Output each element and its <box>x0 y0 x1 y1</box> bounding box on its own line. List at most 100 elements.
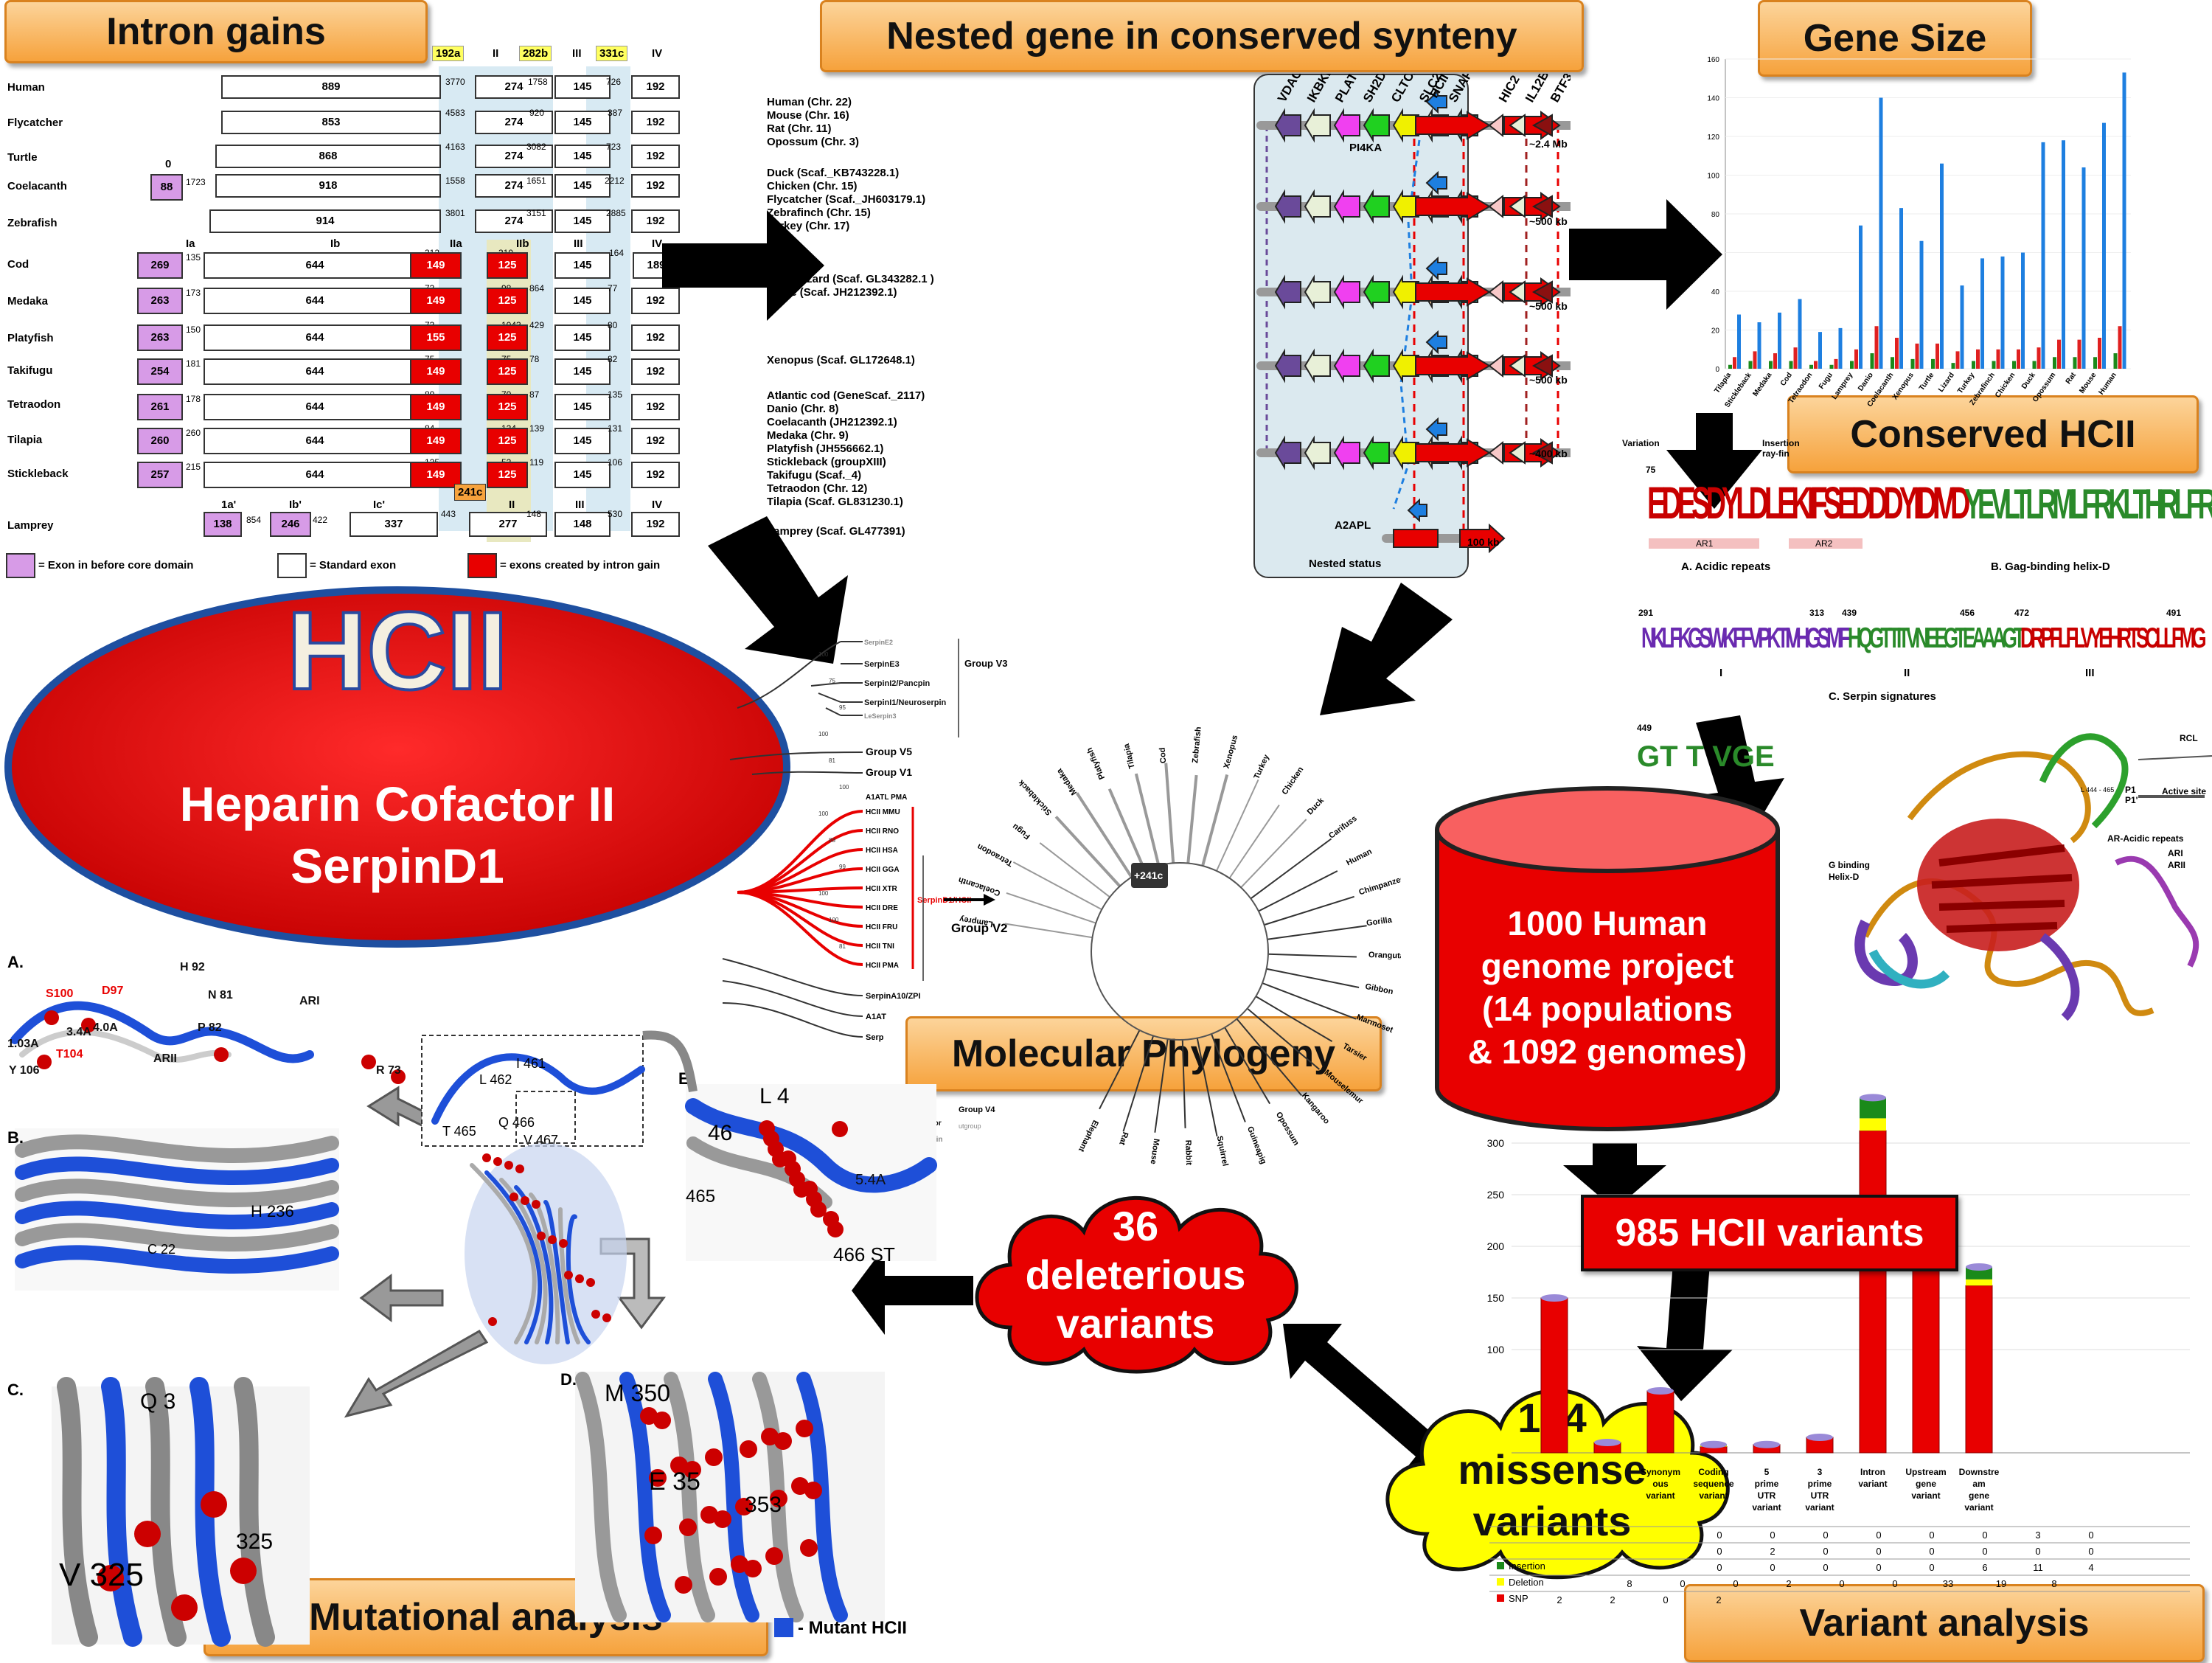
hcii-taxon: HCII GGA <box>866 866 900 874</box>
gene-size-bar <box>2113 353 2118 369</box>
arrow-down-left <box>708 516 848 664</box>
exon: 192 <box>631 512 680 537</box>
radial-branch <box>1255 996 1333 1043</box>
radial-taxon: Kangaroo <box>1300 1091 1331 1126</box>
radial-branch <box>1211 1033 1246 1122</box>
y-tick: 100 <box>1487 1344 1505 1355</box>
exon-before-core: 263 <box>137 288 183 314</box>
ribbon <box>15 1201 339 1229</box>
radial-taxon: Tetraodon <box>975 841 1015 868</box>
gene-arrow <box>1509 280 1526 304</box>
exon-before-core: 88 <box>150 174 183 201</box>
gene-arrow <box>1304 274 1331 310</box>
bar-cap <box>1594 1439 1621 1446</box>
exon: 918 <box>215 174 441 198</box>
gene-size-bar <box>2073 357 2077 369</box>
taxon-label: Serp <box>866 1033 884 1042</box>
gene-size-bar <box>2118 326 2122 369</box>
atom <box>740 1440 757 1458</box>
exon-intron-gain: 125 <box>487 394 528 420</box>
tree-branch <box>722 1002 863 1038</box>
lbl-III: III <box>574 237 583 250</box>
lbl-III: III <box>572 47 582 60</box>
ribbon <box>19 1029 232 1063</box>
gene-size-bar <box>1899 208 1903 369</box>
table-cell: 0 <box>1770 1530 1775 1541</box>
bootstrap: 100 <box>839 784 849 791</box>
gene-size-bar <box>2057 339 2061 369</box>
deleterious-cloud: 36 deleterious variants <box>959 1173 1312 1379</box>
lbl-1a-prime: 1a' <box>221 499 237 511</box>
table-cell: 0 <box>1929 1546 1934 1557</box>
intron-len: 3770 <box>445 77 465 87</box>
table-cell: 0 <box>1680 1578 1685 1589</box>
radial-branch <box>1099 1030 1141 1110</box>
category-label: Human <box>2097 371 2118 396</box>
gene-size-bar <box>1789 361 1793 369</box>
synteny-species: Human (Chr. 22) <box>767 96 852 108</box>
synteny-species: Flycatcher (Scaf._JH603179.1) <box>767 193 926 206</box>
radial-taxon: Medaka <box>1055 766 1079 796</box>
intron-len: 1558 <box>445 176 465 186</box>
exon: 145 <box>554 75 611 99</box>
lbl-II: II <box>493 47 499 60</box>
hcii-taxon: HCII DRE <box>866 904 898 912</box>
panel-b-label: B. <box>7 1128 24 1147</box>
gene-size-bar <box>2032 361 2037 369</box>
exon: 274 <box>475 209 553 233</box>
gene-arrow <box>1392 274 1419 310</box>
gene-arrow <box>1304 348 1331 383</box>
logo-sig-2: HQGTTITVNEEGTEAAAGT <box>1848 621 2025 654</box>
hcii-arrow <box>1425 417 1447 442</box>
gene-size-bar <box>1753 351 1757 369</box>
gene-size-bar <box>2021 252 2025 369</box>
intron-len: 854 <box>246 515 262 525</box>
arrow-down-conserved <box>1666 413 1762 509</box>
ribbon <box>101 1377 142 1647</box>
intron-len: 135 <box>186 252 201 263</box>
ribbon <box>234 1377 275 1647</box>
atom <box>537 1232 546 1240</box>
gene-arrow <box>1363 189 1390 224</box>
table-cell: 0 <box>1823 1546 1828 1557</box>
pi4ka-arrow <box>1459 523 1506 554</box>
pi4ka-arrow <box>1415 192 1491 221</box>
synteny-species: Atlantic cod (GeneScaf._2117) <box>767 389 925 402</box>
atom <box>515 1164 524 1173</box>
table-cell: 0 <box>1770 1562 1775 1573</box>
y-tick: 160 <box>1707 56 1719 64</box>
hcii-branch <box>737 891 863 966</box>
radial-taxon: Tarsier <box>1341 1042 1369 1063</box>
intron-len: 139 <box>529 423 545 434</box>
synteny-species: Tetraodon (Chr. 12) <box>767 482 868 495</box>
gene-label: IL12B <box>1523 74 1552 105</box>
intron-len: 1651 <box>526 176 546 186</box>
gene-arrow <box>1363 348 1390 383</box>
table-cell: 6 <box>1982 1562 1987 1573</box>
row-label: Deletion <box>1509 1577 1544 1588</box>
gene-size-bar <box>1992 361 1996 369</box>
radial-taxon: Cod <box>1158 747 1169 763</box>
exon-before-core: 257 <box>137 462 183 488</box>
lbl-IIb: IIb <box>516 237 529 250</box>
table-cell: 0 <box>1929 1562 1934 1573</box>
residue-label: 5.4A <box>855 1172 886 1188</box>
hcii-taxon: HCII TNI <box>866 942 894 951</box>
exon: 145 <box>554 288 611 314</box>
gene-arrow <box>1488 194 1503 219</box>
pi4ka-arrow <box>1415 111 1491 140</box>
radial-branch <box>1201 774 1229 867</box>
synteny-species: Medaka (Chr. 9) <box>767 429 849 442</box>
legend-swatch-white <box>277 553 307 578</box>
exon: 192 <box>631 288 680 314</box>
variant-bar-snp <box>1965 1285 1993 1454</box>
hcii-branch <box>737 829 863 894</box>
gag-caption: B. Gag-binding helix-D <box>1991 560 2110 573</box>
intron-len: 920 <box>529 108 545 118</box>
hcii-line-1: Heparin Cofactor II <box>179 777 616 831</box>
sig-num-439: 439 <box>1842 608 1857 618</box>
ribbon <box>558 1207 580 1344</box>
helixd-label: Helix-D <box>1829 872 1860 882</box>
category-label: ous <box>1652 1479 1669 1489</box>
ribbon <box>484 1170 543 1344</box>
